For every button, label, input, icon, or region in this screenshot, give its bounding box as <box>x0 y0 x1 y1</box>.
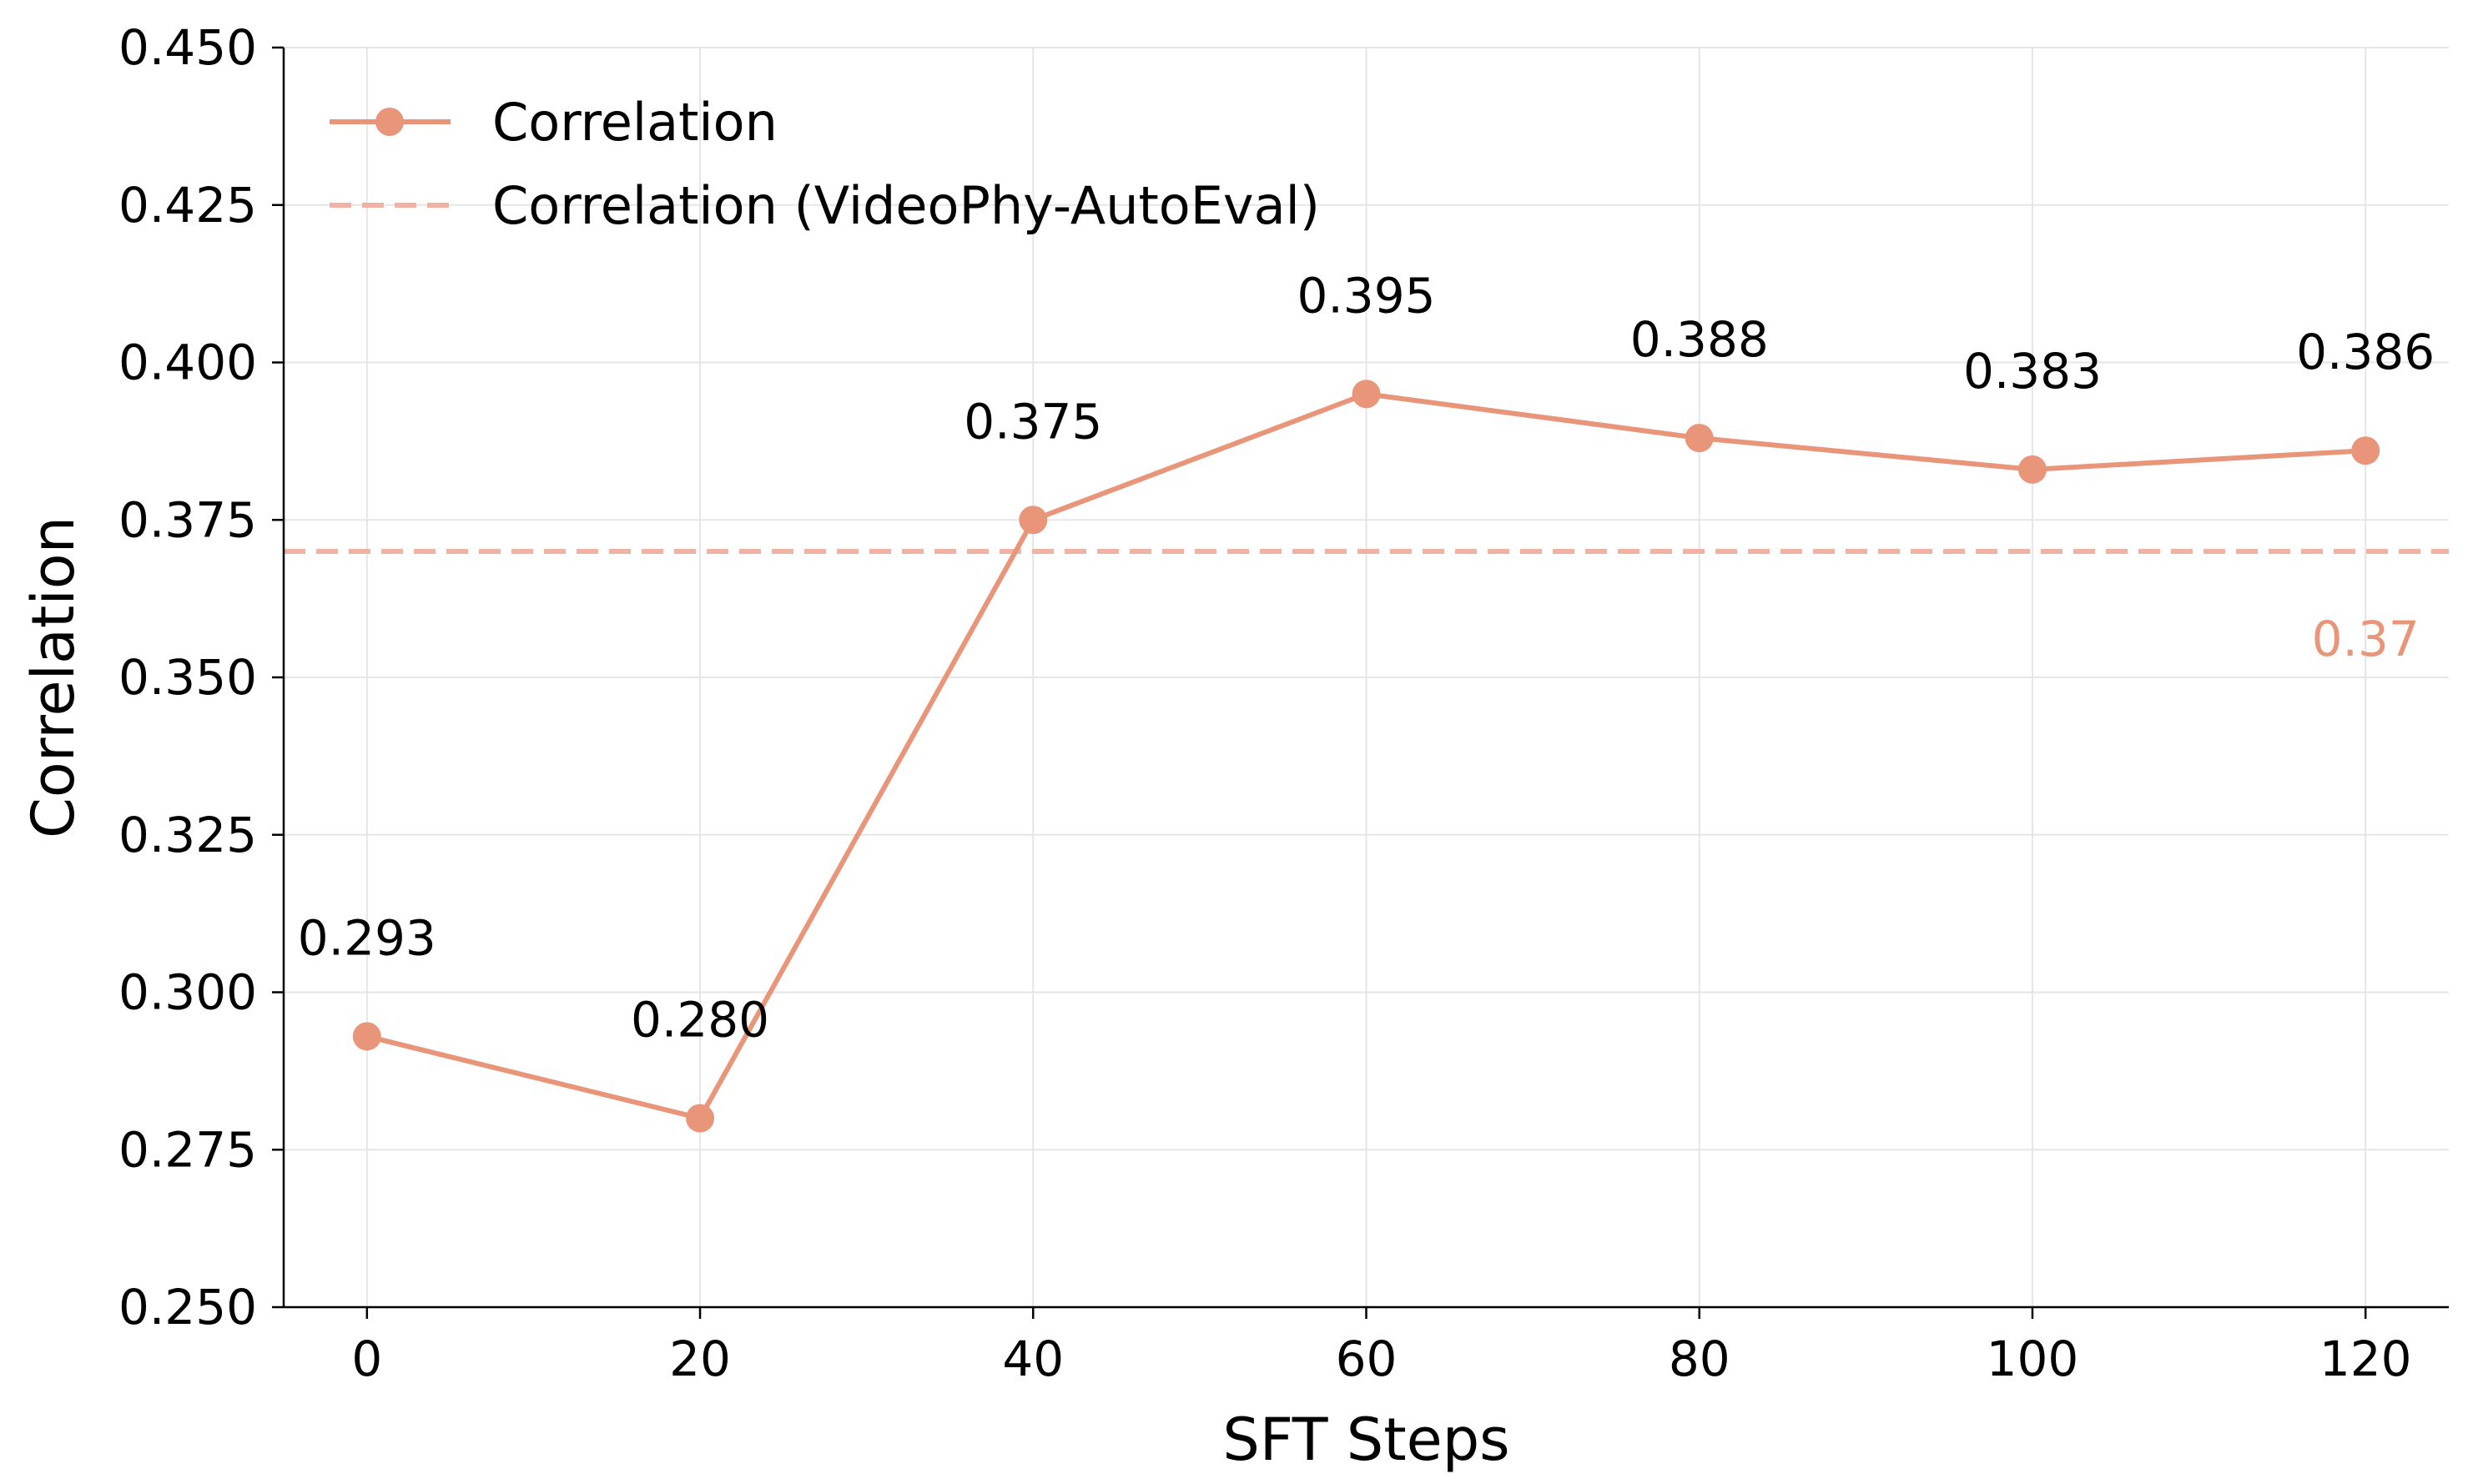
y-tick-label: 0.300 <box>118 964 257 1021</box>
y-tick-label: 0.250 <box>118 1279 257 1336</box>
x-tick-label: 100 <box>1987 1331 2079 1387</box>
y-tick-label: 0.425 <box>118 177 257 234</box>
y-tick-label: 0.325 <box>118 807 257 863</box>
data-point <box>1019 506 1048 535</box>
grid <box>284 47 2449 1308</box>
x-axis-title: SFT Steps <box>1222 1406 1509 1474</box>
data-label: 0.375 <box>964 393 1102 450</box>
data-label: 0.388 <box>1630 311 1769 368</box>
data-point <box>352 1022 381 1051</box>
axes: 0 20 40 60 80 100 120 0.250 0.275 0.300 0.325 0.350… <box>19 19 2449 1474</box>
series <box>352 380 2380 1133</box>
data-point <box>1685 424 1714 453</box>
x-tick-label: 40 <box>1002 1331 1064 1387</box>
y-tick-label: 0.450 <box>118 19 257 76</box>
data-point <box>2351 436 2380 465</box>
data-label: 0.383 <box>1963 343 2102 400</box>
y-axis-title: Correlation <box>19 516 88 838</box>
legend: Correlation Correlation (VideoPhy-AutoEva… <box>330 92 1320 236</box>
data-label: 0.280 <box>631 992 769 1049</box>
y-tick-label: 0.275 <box>118 1121 257 1178</box>
y-tick-label: 0.350 <box>118 649 257 706</box>
data-label: 0.386 <box>2296 324 2435 380</box>
y-tick-label: 0.400 <box>118 335 257 391</box>
x-tick-label: 20 <box>669 1331 731 1387</box>
reference-lines: 0.37 <box>284 549 2449 667</box>
legend-marker-correlation <box>375 108 404 136</box>
data-point <box>1352 380 1381 409</box>
y-tick-label: 0.375 <box>118 491 257 548</box>
data-label: 0.395 <box>1297 267 1435 324</box>
data-point <box>2017 455 2047 484</box>
data-labels: 0.293 0.280 0.375 0.395 0.388 0.383 0.386 <box>298 267 2435 1048</box>
legend-label-reference: Correlation (VideoPhy-AutoEval) <box>492 175 1320 236</box>
x-tick-label: 0 <box>351 1331 382 1387</box>
data-label: 0.293 <box>298 909 436 966</box>
reference-line-label: 0.37 <box>2312 611 2420 667</box>
legend-label-correlation: Correlation <box>492 92 778 153</box>
data-point <box>686 1104 715 1133</box>
x-tick-label: 60 <box>1336 1331 1398 1387</box>
x-tick-label: 120 <box>2319 1331 2412 1387</box>
x-tick-label: 80 <box>1669 1331 1730 1387</box>
